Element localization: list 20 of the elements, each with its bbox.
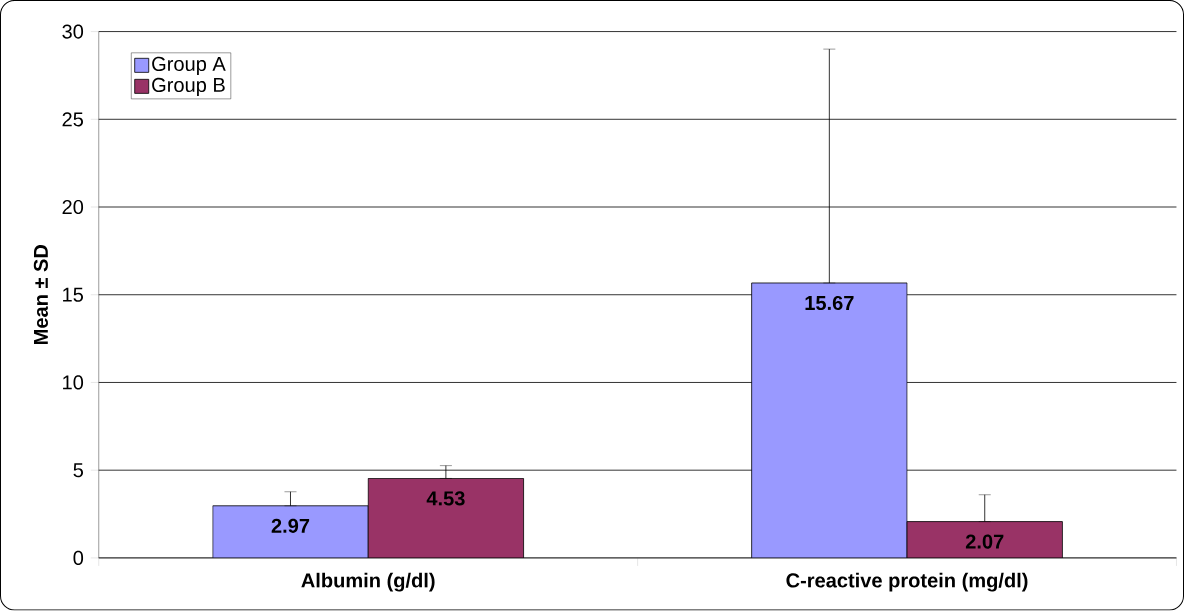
bar xyxy=(367,478,524,559)
x-tick-label: C-reactive protein (mg/dl) xyxy=(786,573,1028,592)
y-tick-label: 10 xyxy=(63,375,84,390)
bar xyxy=(751,282,908,559)
x-tick-label: Albumin (g/dl) xyxy=(301,573,435,592)
bar xyxy=(212,505,369,559)
y-tick-label: 20 xyxy=(62,200,84,215)
y-axis-title: Mean ± SD xyxy=(33,245,48,345)
y-tick-label: 15 xyxy=(63,287,84,302)
y-tick-label: 25 xyxy=(62,112,84,127)
legend-label: Group A xyxy=(152,57,226,76)
bar xyxy=(906,521,1063,559)
data-label: 2.07 xyxy=(965,534,1004,549)
legend-label: Group B xyxy=(152,78,225,97)
data-label: 15.67 xyxy=(805,296,854,311)
data-label: 2.97 xyxy=(271,518,310,534)
data-label: 4.53 xyxy=(426,491,465,506)
y-tick-label: 0 xyxy=(73,551,84,566)
y-tick-label: 30 xyxy=(62,24,84,39)
y-tick-label: 5 xyxy=(73,463,84,478)
